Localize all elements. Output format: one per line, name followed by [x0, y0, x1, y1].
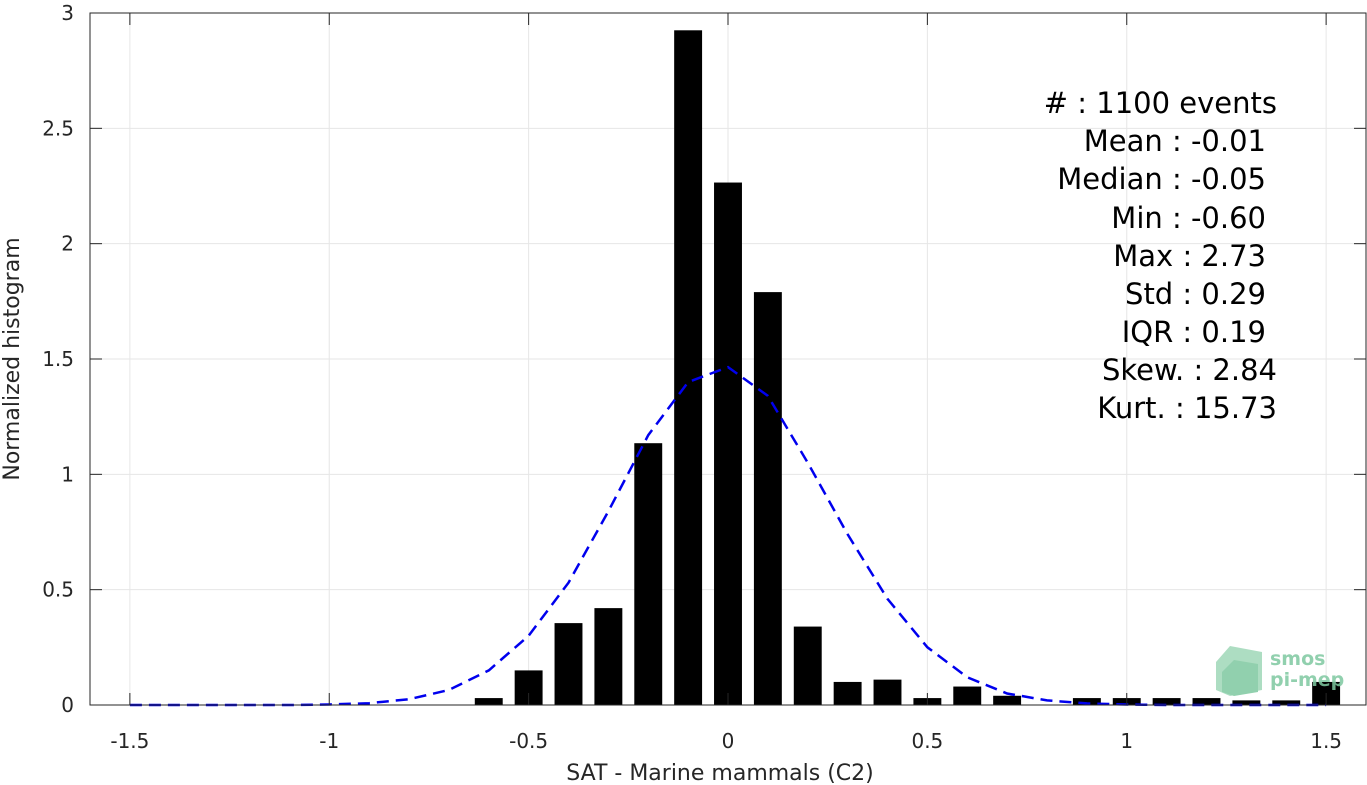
smos-pimep-logo: smos pi-mep [1216, 646, 1344, 696]
stat-skew: Skew. : 2.84 [1102, 353, 1277, 387]
stat-iqr: IQR : 0.19 [1122, 315, 1266, 349]
y-tick-label-6: 3 [61, 1, 74, 25]
stat-mean: Mean : -0.01 [1084, 124, 1266, 158]
stat-min: Min : -0.60 [1111, 201, 1266, 235]
logo-shape-front [1222, 660, 1258, 696]
y-tick-label-2: 1 [61, 462, 74, 486]
x-tick-label-2: -0.5 [509, 729, 548, 753]
x-tick-label-0: -1.5 [110, 729, 149, 753]
bar-0 [474, 698, 503, 705]
x-axis-label: SAT - Marine mammals (C2) [566, 761, 874, 785]
x-tick-label-1: -1 [319, 729, 339, 753]
bar-8 [793, 626, 822, 705]
bar-3 [594, 608, 623, 705]
x-tick-label-3: 0 [722, 729, 735, 753]
bar-6 [714, 182, 742, 706]
y-tick-label-4: 2 [61, 232, 74, 256]
bar-10 [873, 679, 902, 705]
x-tick-label-6: 1.5 [1310, 729, 1342, 753]
bar-4 [634, 443, 663, 705]
stat-kurt: Kurt. : 15.73 [1097, 391, 1277, 425]
stat-median: Median : -0.05 [1057, 162, 1266, 196]
y-tick-label-1: 0.5 [42, 578, 74, 602]
bar-17 [1192, 698, 1221, 705]
logo-text-pimep: pi-mep [1270, 669, 1344, 691]
y-tick-label-3: 1.5 [42, 347, 74, 371]
bar-9 [833, 681, 862, 705]
bar-14 [1072, 698, 1101, 705]
y-axis-ticks: 0 0.5 1 1.5 2 2.5 3 [42, 1, 1366, 717]
bar-2 [554, 623, 583, 705]
x-tick-label-5: 1 [1120, 729, 1133, 753]
statistics-box: # : 1100 events Mean : -0.01 Median : -0… [1044, 86, 1277, 425]
bar-12 [953, 686, 982, 705]
bar-19 [1272, 700, 1301, 705]
stat-max: Max : 2.73 [1113, 239, 1266, 273]
stat-events: # : 1100 events [1044, 86, 1277, 120]
x-tick-label-4: 0.5 [911, 729, 943, 753]
logo-text-smos: smos [1270, 648, 1325, 670]
bar-7 [753, 292, 782, 705]
x-axis-ticks: -1.5 -1 -0.5 0 0.5 1 1.5 [110, 13, 1342, 753]
bar-16 [1152, 698, 1181, 705]
y-tick-label-0: 0 [61, 693, 74, 717]
histogram-bars [474, 30, 1341, 706]
bar-5 [674, 30, 703, 706]
y-tick-label-5: 2.5 [42, 116, 74, 140]
bar-18 [1232, 700, 1261, 705]
y-axis-label: Normalized histogram [0, 237, 25, 480]
bar-13 [993, 695, 1022, 705]
stat-std: Std : 0.29 [1125, 277, 1266, 311]
